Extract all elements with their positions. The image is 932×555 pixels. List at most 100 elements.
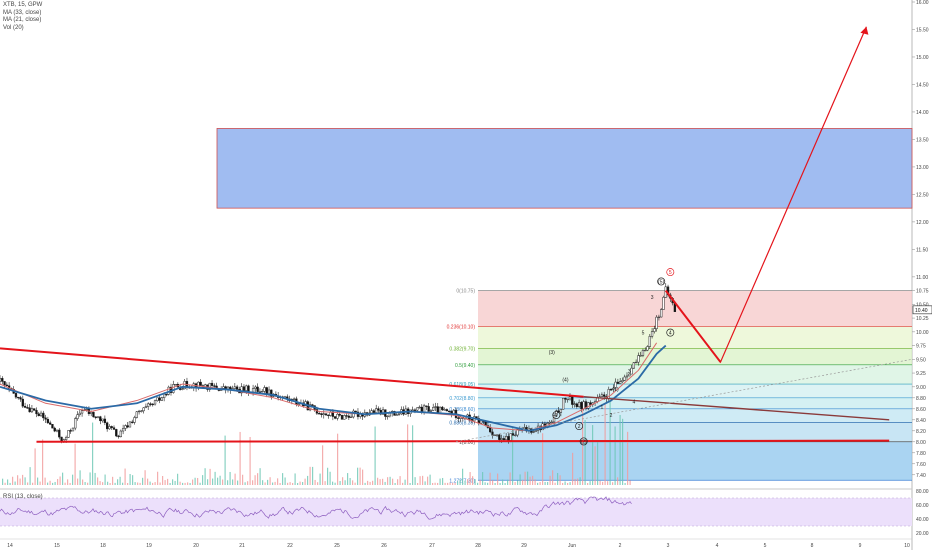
indicator-ma21[interactable]: MA (21, close) bbox=[3, 17, 42, 23]
candle-body bbox=[327, 414, 330, 417]
candle-body bbox=[267, 389, 271, 394]
candle-body bbox=[124, 425, 127, 429]
volume-bar bbox=[622, 418, 624, 485]
volume-bar bbox=[149, 481, 151, 485]
volume-bar bbox=[449, 482, 451, 485]
indicator-volume[interactable]: Vol (20) bbox=[3, 24, 24, 31]
candle-body bbox=[436, 406, 439, 414]
candle-body bbox=[14, 393, 18, 398]
volume-bar bbox=[487, 482, 489, 485]
volume-bar bbox=[114, 482, 116, 485]
volume-bar bbox=[537, 482, 539, 485]
candle-body bbox=[254, 386, 257, 389]
candle-body bbox=[55, 429, 59, 432]
fib-level-label: 0.5(9.40) bbox=[455, 363, 475, 369]
volume-bars bbox=[2, 400, 631, 485]
volume-bar bbox=[442, 477, 444, 485]
indicator-ma33[interactable]: MA (33, close) bbox=[3, 9, 42, 16]
volume-bar bbox=[367, 480, 369, 485]
volume-bar bbox=[174, 480, 176, 485]
price-scale: 16.00 15.50 15.00 14.50 14.00 13.50 13.00 12.50… bbox=[912, 0, 932, 479]
volume-bar bbox=[272, 482, 274, 485]
volume-bar bbox=[454, 482, 456, 485]
volume-bar bbox=[249, 436, 251, 485]
candle-body bbox=[53, 427, 56, 432]
candle-body bbox=[213, 385, 216, 387]
symbol-title[interactable]: XTB, 15, GPW bbox=[3, 2, 43, 8]
volume-bar bbox=[604, 403, 606, 485]
volume-bar bbox=[464, 480, 466, 485]
candle-body bbox=[322, 413, 325, 415]
candle-body bbox=[345, 415, 348, 417]
fib-zone-6 bbox=[478, 408, 912, 423]
volume-bar bbox=[232, 479, 234, 485]
volume-bar bbox=[262, 480, 264, 485]
volume-bar bbox=[27, 482, 29, 485]
wave-label: 1 bbox=[601, 405, 604, 411]
volume-bar bbox=[614, 426, 616, 485]
candle-body bbox=[222, 386, 225, 389]
candle-body bbox=[660, 309, 663, 318]
candle-body bbox=[562, 397, 565, 410]
volume-bar bbox=[254, 475, 256, 485]
volume-bar bbox=[447, 482, 449, 485]
candle-body bbox=[646, 346, 649, 351]
candle-body bbox=[370, 410, 373, 414]
candle-body bbox=[106, 422, 109, 430]
candle-body bbox=[559, 408, 563, 413]
volume-bar bbox=[497, 473, 499, 485]
candle-body bbox=[103, 418, 107, 423]
candle-body bbox=[110, 426, 113, 428]
volume-bar bbox=[299, 481, 301, 485]
volume-bar bbox=[402, 482, 404, 485]
volume-bar bbox=[424, 481, 426, 485]
volume-bar bbox=[302, 482, 304, 485]
candle-body bbox=[397, 413, 401, 415]
fib-zone-2 bbox=[478, 348, 912, 365]
volume-bar bbox=[289, 482, 291, 485]
volume-bar bbox=[517, 480, 519, 485]
volume-bar bbox=[617, 477, 619, 485]
volume-bar bbox=[282, 473, 284, 485]
volume-bar bbox=[417, 482, 419, 485]
time-tick-label: 15 bbox=[54, 543, 60, 549]
volume-bar bbox=[419, 476, 421, 485]
trendline-1 bbox=[36, 439, 890, 443]
rsi-tick-label: 40.00 bbox=[916, 517, 929, 523]
time-tick-label: 29 bbox=[521, 543, 527, 549]
price-tick-label: 8.20 bbox=[916, 429, 926, 435]
candle-body bbox=[509, 433, 512, 441]
candle-body bbox=[614, 381, 617, 389]
candle-body bbox=[92, 411, 95, 418]
wave-label: 3 bbox=[651, 295, 654, 301]
volume-bar bbox=[287, 482, 289, 485]
volume-bar bbox=[532, 475, 534, 485]
price-tick-label: 12.00 bbox=[916, 220, 929, 226]
candle-body bbox=[28, 407, 31, 413]
wave-label: (2) bbox=[581, 439, 587, 445]
candle-body bbox=[160, 397, 164, 401]
volume-bar bbox=[39, 481, 41, 485]
fib-zone-5 bbox=[478, 397, 912, 409]
candle-body bbox=[51, 424, 54, 429]
candle-body bbox=[85, 409, 88, 411]
target-zone-box bbox=[216, 128, 913, 209]
candle-body bbox=[69, 430, 72, 432]
trendline-2 bbox=[583, 395, 890, 421]
volume-bar bbox=[377, 477, 379, 485]
volume-bar bbox=[564, 481, 566, 485]
volume-bar bbox=[344, 480, 346, 485]
volume-bar bbox=[152, 482, 154, 485]
volume-bar bbox=[629, 480, 631, 485]
candle-body bbox=[607, 389, 610, 399]
volume-bar bbox=[522, 479, 524, 485]
volume-bar bbox=[194, 477, 196, 485]
volume-bar bbox=[142, 477, 144, 485]
candle-body bbox=[334, 416, 337, 419]
volume-bar bbox=[579, 477, 581, 485]
candle-body bbox=[21, 398, 24, 407]
price-tick-label: 8.00 bbox=[916, 440, 926, 446]
volume-bar bbox=[304, 478, 306, 485]
